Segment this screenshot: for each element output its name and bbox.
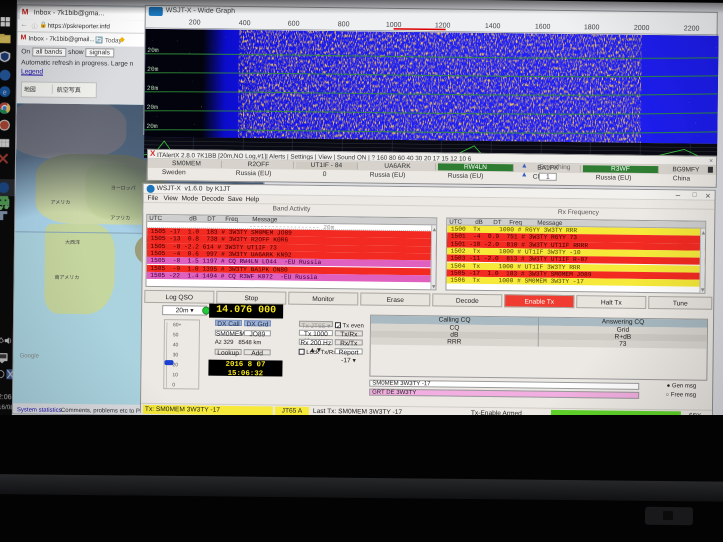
svg-text:2000: 2000 xyxy=(634,25,650,32)
svg-text:20m: 20m xyxy=(146,123,158,130)
svg-text:30: 30 xyxy=(173,352,179,358)
svg-text:1600: 1600 xyxy=(535,24,551,31)
svg-text:20m: 20m xyxy=(147,104,159,111)
svg-text:10: 10 xyxy=(172,372,178,378)
svg-text:50: 50 xyxy=(173,332,179,338)
svg-text:1200: 1200 xyxy=(435,22,451,29)
svg-text:1400: 1400 xyxy=(485,23,501,30)
svg-text:60+: 60+ xyxy=(173,322,182,328)
svg-text:22:06: 22:06 xyxy=(0,394,12,401)
svg-text:20m: 20m xyxy=(147,66,159,73)
svg-text:20m: 20m xyxy=(147,47,159,54)
svg-text:200: 200 xyxy=(189,19,201,26)
svg-text:20m: 20m xyxy=(147,85,159,92)
svg-text:0: 0 xyxy=(172,382,175,388)
svg-text:1800: 1800 xyxy=(584,24,600,31)
svg-text:400: 400 xyxy=(239,20,251,27)
svg-text:800: 800 xyxy=(338,21,350,28)
svg-text:40: 40 xyxy=(173,342,179,348)
svg-text:600: 600 xyxy=(288,21,300,28)
svg-text:1000: 1000 xyxy=(386,22,402,29)
svg-text:2200: 2200 xyxy=(684,25,700,32)
